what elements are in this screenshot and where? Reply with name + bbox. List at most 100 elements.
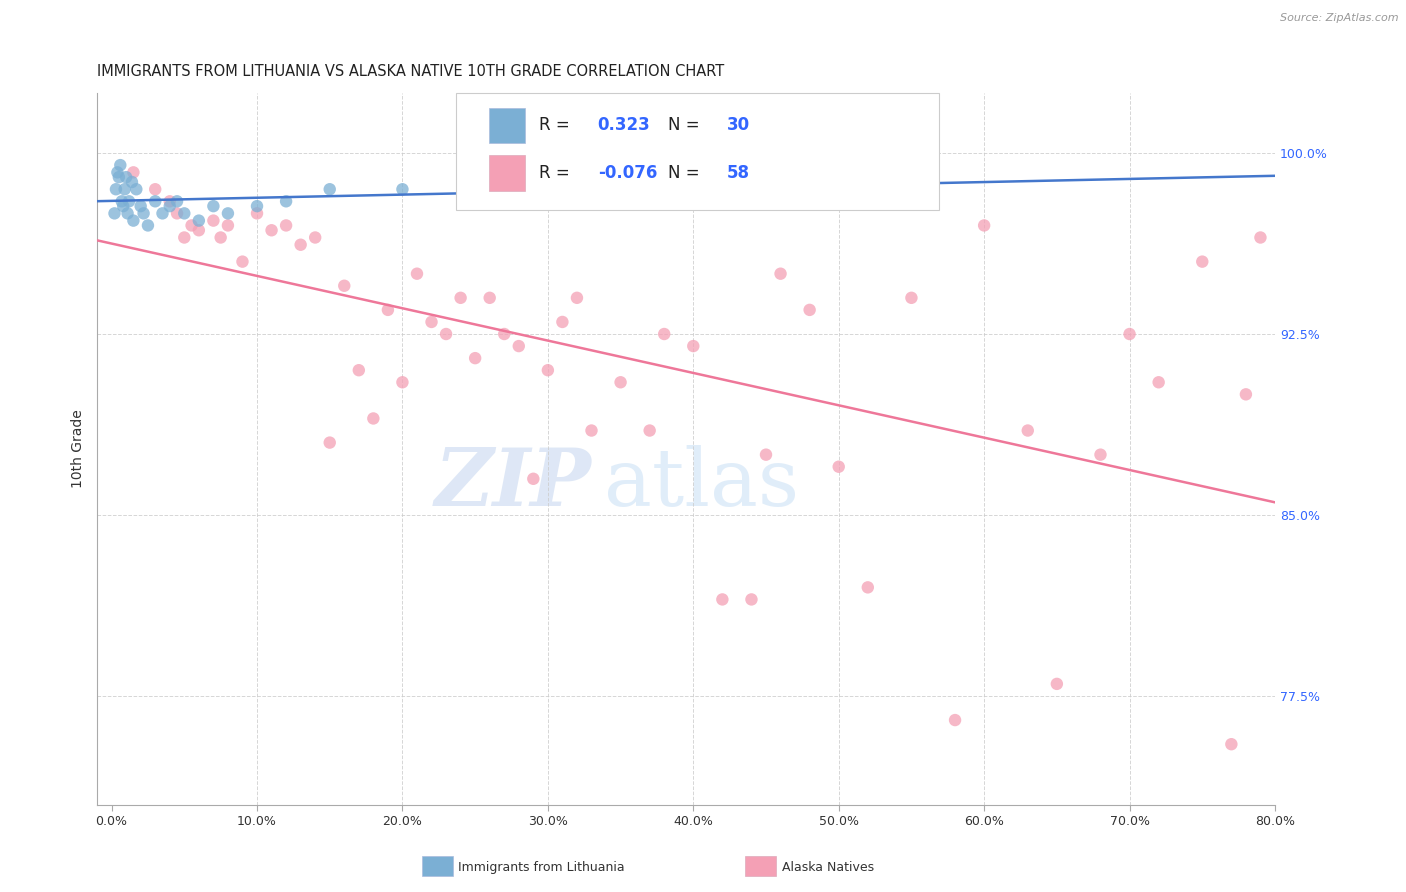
Point xyxy=(159,194,181,209)
Point xyxy=(217,206,239,220)
Point xyxy=(115,170,138,185)
Point xyxy=(187,213,209,227)
Point xyxy=(103,206,125,220)
Point xyxy=(391,376,413,390)
Point xyxy=(420,315,443,329)
Point xyxy=(319,182,342,196)
Point xyxy=(478,291,501,305)
Point xyxy=(973,219,995,233)
Point xyxy=(108,170,131,185)
Point xyxy=(900,291,922,305)
Point xyxy=(180,219,202,233)
Bar xyxy=(489,108,524,144)
Text: N =: N = xyxy=(668,164,706,182)
Point xyxy=(110,158,132,172)
Text: 58: 58 xyxy=(727,164,751,182)
Point xyxy=(377,302,399,317)
Text: N =: N = xyxy=(668,116,706,135)
Point xyxy=(1220,737,1243,751)
Point xyxy=(494,326,516,341)
Point xyxy=(143,182,166,196)
Point xyxy=(129,199,152,213)
Point xyxy=(202,199,225,213)
Point xyxy=(565,291,588,305)
Point xyxy=(943,713,966,727)
Point xyxy=(202,213,225,227)
Point xyxy=(231,254,253,268)
Point xyxy=(406,267,429,281)
Point xyxy=(522,472,544,486)
Point xyxy=(1118,326,1140,341)
Text: ZIP: ZIP xyxy=(434,445,592,523)
Point xyxy=(104,182,127,196)
Point xyxy=(638,424,661,438)
Text: IMMIGRANTS FROM LITHUANIA VS ALASKA NATIVE 10TH GRADE CORRELATION CHART: IMMIGRANTS FROM LITHUANIA VS ALASKA NATI… xyxy=(97,64,724,79)
Text: -0.076: -0.076 xyxy=(598,164,657,182)
Point xyxy=(274,219,297,233)
Point xyxy=(799,302,821,317)
Point xyxy=(319,435,342,450)
Point xyxy=(173,230,195,244)
Point xyxy=(187,223,209,237)
Point xyxy=(290,237,312,252)
Point xyxy=(581,424,603,438)
Point xyxy=(740,592,762,607)
Point xyxy=(1017,424,1039,438)
Point xyxy=(537,363,560,377)
Bar xyxy=(489,155,524,191)
Point xyxy=(450,291,472,305)
Text: atlas: atlas xyxy=(603,445,799,524)
Point xyxy=(333,278,356,293)
Point xyxy=(122,165,145,179)
Point xyxy=(125,182,148,196)
Text: 30: 30 xyxy=(727,116,751,135)
Point xyxy=(1249,230,1271,244)
Point xyxy=(274,194,297,209)
Text: Source: ZipAtlas.com: Source: ZipAtlas.com xyxy=(1281,13,1399,23)
Point xyxy=(111,194,134,209)
Point xyxy=(434,326,457,341)
Point xyxy=(551,315,574,329)
Point xyxy=(1191,254,1213,268)
Point xyxy=(246,206,269,220)
Point xyxy=(121,175,143,189)
Text: Alaska Natives: Alaska Natives xyxy=(782,861,875,873)
Point xyxy=(217,219,239,233)
Point xyxy=(122,213,145,227)
Point xyxy=(107,165,129,179)
Point xyxy=(173,206,195,220)
Point xyxy=(260,223,283,237)
Point xyxy=(166,206,188,220)
Point xyxy=(464,351,486,366)
Text: 0.323: 0.323 xyxy=(598,116,651,135)
Text: R =: R = xyxy=(538,164,575,182)
Point xyxy=(856,580,879,594)
Text: Immigrants from Lithuania: Immigrants from Lithuania xyxy=(458,861,626,873)
Point xyxy=(114,182,136,196)
Point xyxy=(117,206,139,220)
Y-axis label: 10th Grade: 10th Grade xyxy=(72,409,86,488)
Point xyxy=(166,194,188,209)
Point xyxy=(246,199,269,213)
Point xyxy=(609,376,631,390)
Text: R =: R = xyxy=(538,116,575,135)
Point xyxy=(347,363,370,377)
Point xyxy=(391,182,413,196)
Point xyxy=(682,339,704,353)
Point xyxy=(652,326,675,341)
Point xyxy=(118,194,141,209)
Point xyxy=(1147,376,1170,390)
Point xyxy=(112,199,135,213)
Point xyxy=(508,339,530,353)
Point xyxy=(1234,387,1257,401)
Point xyxy=(136,219,159,233)
Point xyxy=(132,206,155,220)
Point xyxy=(755,448,778,462)
Point xyxy=(711,592,734,607)
Point xyxy=(769,267,792,281)
Point xyxy=(152,206,174,220)
Point xyxy=(828,459,851,474)
Point xyxy=(494,170,516,185)
Point xyxy=(363,411,385,425)
Point xyxy=(1090,448,1112,462)
